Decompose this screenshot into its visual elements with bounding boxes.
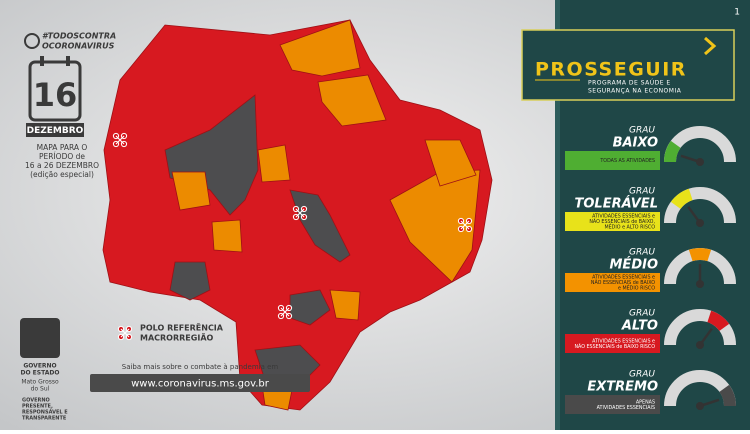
gauge-segment: [707, 310, 730, 332]
website-url: www.coronavirus.ms.gov.br: [131, 379, 270, 390]
region-orange: [424, 139, 477, 187]
region-orange: [279, 19, 361, 77]
gauge-segment: [688, 248, 712, 262]
region-orange: [171, 171, 211, 211]
level-description: ATIVIDADES ESSENCIAIS e: [592, 275, 655, 281]
level-band: [565, 212, 660, 231]
legend-text: MACRORREGIÃO: [140, 333, 214, 343]
gauge-segment: [719, 384, 736, 407]
level-prefix: GRAU: [629, 187, 655, 197]
gauge-arc: [664, 309, 736, 346]
level-description: APENAS: [636, 399, 655, 405]
level-description: ATIVIDADES ESSENCIAIS e: [592, 338, 655, 344]
level-description: ATIVIDADES ESSENCIAIS: [597, 405, 655, 411]
level-description: NÃO ESSENCIAIS de BAIXO,: [589, 218, 655, 225]
region-orange: [329, 289, 361, 321]
gauge-segment: [670, 188, 693, 210]
region-orange: [257, 144, 291, 183]
level-band: [565, 273, 660, 292]
gauge-hub: [696, 219, 704, 227]
level-band: [565, 334, 660, 353]
gauge-hub: [696, 402, 704, 410]
government-emblem: [20, 318, 60, 358]
level-band: [565, 395, 660, 414]
url-box: [90, 374, 310, 392]
calendar-day: 16: [33, 76, 78, 114]
calendar-month: DEZEMBRO: [27, 126, 84, 136]
level-name: MÉDIO: [610, 257, 659, 273]
polo-cross: [115, 135, 125, 145]
government-text: GOVERNO: [23, 363, 56, 370]
government-text: DO ESTADO: [21, 370, 60, 377]
level-name: ALTO: [621, 319, 658, 334]
program-box: [521, 29, 735, 101]
gauge-hub: [696, 158, 704, 166]
polo-markers: [112, 132, 473, 320]
level-description: e MÉDIO RISCO: [618, 284, 655, 292]
level-description: NÃO ESSENCIAIS de BAIXO: [591, 279, 655, 286]
page-number: 1: [734, 8, 740, 18]
period-text: MAPA PARA O: [37, 143, 88, 152]
level-prefix: GRAU: [629, 370, 655, 380]
period-text: PERÍODO de: [39, 152, 85, 161]
region-orange: [211, 219, 243, 253]
period-text: 16 a 26 DEZEMBRO: [25, 161, 99, 170]
program-chevron: [704, 36, 717, 56]
region-gray: [169, 261, 211, 301]
gauge-arc: [664, 187, 736, 224]
level-description: MÉDIO e ALTO RISCO: [605, 223, 656, 231]
calendar-frame: [28, 60, 82, 122]
level-prefix: GRAU: [629, 248, 655, 258]
region-orange: [317, 74, 387, 127]
level-prefix: GRAU: [629, 309, 655, 319]
government-text: Mato Grosso: [21, 379, 59, 386]
level-name: EXTREMO: [587, 380, 658, 395]
campaign-line2: OCORONAVIRUS: [42, 42, 115, 51]
gauge-segment: [664, 140, 681, 163]
gauge-hub: [696, 280, 704, 288]
level-band: [565, 151, 660, 170]
level-name: TOLERÁVEL: [575, 196, 659, 212]
program-tagline: PROGRAMA DE SAÚDE E: [588, 80, 671, 87]
level-prefix: GRAU: [629, 126, 655, 136]
motto: RESPONSÁVEL E: [22, 409, 68, 416]
panel-edge: [555, 0, 560, 430]
polo-cross: [120, 328, 130, 338]
website-intro: Saiba mais sobre o combate à pandemia em: [122, 363, 279, 371]
level-description: NÃO ESSENCIAIS de BAIXO RISCO: [574, 343, 655, 350]
campaign-icon: [24, 33, 40, 49]
program-name: PROSSEGUIR: [535, 59, 687, 81]
government-text: do Sul: [31, 386, 50, 393]
motto: GOVERNO: [22, 398, 50, 404]
month-band: [26, 123, 84, 137]
calendar-ring: [66, 56, 70, 66]
polo-cross: [295, 208, 305, 218]
legend-icon: [117, 325, 133, 341]
polo-cross: [460, 220, 470, 230]
level-description: ATIVIDADES ESSENCIAIS e: [592, 214, 655, 220]
legend-text: POLO REFERÊNCIA: [140, 322, 224, 333]
program-tagline: SEGURANÇA NA ECONOMIA: [588, 88, 682, 95]
calendar-ring: [40, 56, 44, 66]
campaign-line1: #TODOSCONTRA: [42, 32, 116, 41]
period-text: (edição especial): [30, 170, 94, 179]
level-description: TODAS AS ATIVIDADES: [599, 158, 655, 164]
polo-cross: [280, 307, 290, 317]
gauge-hub: [696, 341, 704, 349]
level-name: BAIXO: [613, 136, 658, 151]
motto: PRESENTE,: [22, 404, 53, 410]
motto: TRANSPARENTE: [22, 416, 67, 422]
